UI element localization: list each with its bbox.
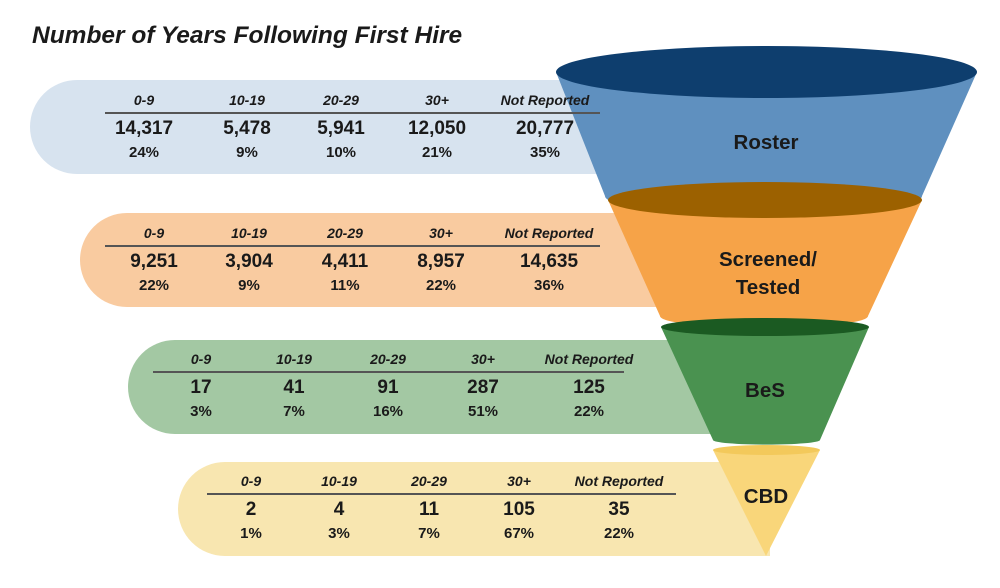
header-rule <box>105 112 600 114</box>
funnel-top-cbd <box>713 445 820 455</box>
funnel-body-bes <box>661 327 869 445</box>
funnel-label-line: Screened/ <box>719 248 817 271</box>
column-header: 20-29 <box>411 473 447 489</box>
count-value: 3,904 <box>225 251 273 272</box>
count-value: 41 <box>283 377 305 398</box>
count-value: 105 <box>503 499 535 520</box>
column-header: 0-9 <box>190 351 212 367</box>
percent-value: 22% <box>603 525 635 542</box>
funnel-label-screened-tested: Screened/Tested <box>719 246 817 302</box>
funnel-label-line: CBD <box>743 485 789 508</box>
percent-value: 11% <box>330 277 360 294</box>
count-value: 17 <box>190 377 212 398</box>
funnel-label-roster: Roster <box>734 129 799 157</box>
percent-value: 9% <box>236 144 258 161</box>
percent-value: 24% <box>128 144 160 161</box>
percent-value: 22% <box>138 277 170 294</box>
column-header: 20-29 <box>370 351 406 367</box>
funnel-label-line: BeS <box>745 379 785 402</box>
count-value: 2 <box>245 499 257 520</box>
count-value: 14,635 <box>519 251 579 272</box>
count-value: 12,050 <box>407 118 467 139</box>
column-header: 30+ <box>425 92 449 108</box>
band-screened-tested <box>80 213 680 307</box>
column-header: Not Reported <box>574 473 664 489</box>
count-value: 125 <box>573 377 605 398</box>
count-value: 4 <box>333 499 345 520</box>
percent-value: 1% <box>240 525 262 542</box>
percent-value: 21% <box>421 144 453 161</box>
funnel-segment-bes <box>661 318 869 445</box>
column-header: 30+ <box>429 225 453 241</box>
funnel-label-cbd: CBD <box>744 483 788 511</box>
count-value: 5,478 <box>223 118 271 139</box>
percent-value: 67% <box>503 525 535 542</box>
column-header: 10-19 <box>321 473 357 489</box>
funnel-body-cbd <box>713 450 820 556</box>
column-header: 0-9 <box>143 225 165 241</box>
column-header: 0-9 <box>240 473 262 489</box>
column-header: 20-29 <box>327 225 363 241</box>
column-header: 30+ <box>507 473 531 489</box>
band-roster <box>30 80 620 174</box>
count-value: 20,777 <box>515 118 575 139</box>
funnel-segment-screened-tested <box>608 182 922 328</box>
header-rule <box>207 493 676 495</box>
header-rule <box>153 371 624 373</box>
percent-value: 16% <box>372 403 404 420</box>
column-header: 10-19 <box>231 225 267 241</box>
funnel-label-bes: BeS <box>745 377 785 405</box>
column-header: 10-19 <box>276 351 312 367</box>
funnel-top-roster <box>556 46 977 98</box>
percent-value: 3% <box>328 525 350 542</box>
count-value: 5,941 <box>317 118 365 139</box>
percent-value: 7% <box>418 525 440 542</box>
column-header: 0-9 <box>133 92 155 108</box>
percent-value: 22% <box>573 403 605 420</box>
percent-value: 35% <box>529 144 561 161</box>
column-header: 10-19 <box>229 92 265 108</box>
count-value: 91 <box>377 377 399 398</box>
band-cbd <box>178 462 770 556</box>
count-value: 4,411 <box>321 251 369 272</box>
percent-value: 22% <box>425 277 457 294</box>
percent-value: 9% <box>238 277 260 294</box>
band-bes <box>128 340 740 434</box>
percent-value: 36% <box>533 277 565 294</box>
column-header: 30+ <box>471 351 495 367</box>
percent-value: 10% <box>325 144 357 161</box>
count-value: 14,317 <box>114 118 174 139</box>
count-value: 9,251 <box>130 251 178 272</box>
funnel-segment-roster <box>556 46 977 216</box>
count-value: 11 <box>418 499 440 520</box>
chart-title: Number of Years Following First Hire <box>32 22 463 49</box>
column-header: Not Reported <box>500 92 590 108</box>
funnel-segment-cbd <box>713 445 820 556</box>
funnel-body-roster <box>556 72 977 216</box>
percent-value: 51% <box>467 403 499 420</box>
count-value: 8,957 <box>417 251 465 272</box>
header-rule <box>105 245 600 247</box>
column-header: Not Reported <box>544 351 634 367</box>
count-value: 287 <box>467 377 499 398</box>
percent-value: 7% <box>283 403 305 420</box>
funnel-body-screened-tested <box>608 200 922 328</box>
funnel-top-bes <box>661 318 869 336</box>
column-header: 20-29 <box>323 92 359 108</box>
count-value: 35 <box>608 499 630 520</box>
funnel-label-line: Tested <box>735 276 801 299</box>
funnel-top-screened-tested <box>608 182 922 218</box>
percent-value: 3% <box>190 403 212 420</box>
funnel-label-line: Roster <box>733 131 799 154</box>
column-header: Not Reported <box>504 225 594 241</box>
